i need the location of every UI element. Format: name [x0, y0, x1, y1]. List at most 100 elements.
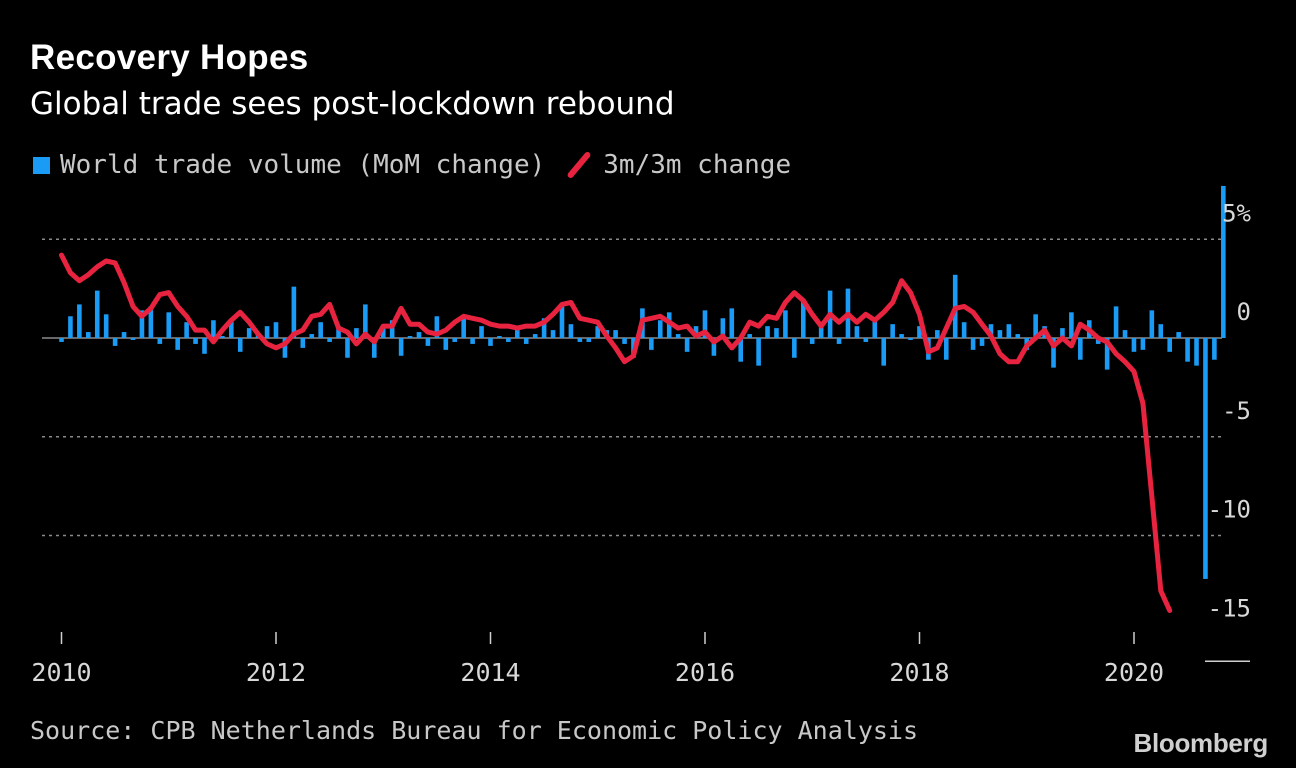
bar — [792, 338, 797, 358]
bar — [202, 338, 207, 354]
bar — [550, 330, 556, 338]
bar — [327, 338, 332, 342]
bar — [380, 326, 386, 338]
bar — [908, 338, 913, 340]
bar — [720, 318, 726, 338]
bar — [702, 310, 708, 338]
bar — [470, 338, 475, 344]
x-axis: 2010 2012 2014 2016 2018 2020 — [31, 632, 1164, 687]
bar — [532, 334, 538, 338]
bar — [1006, 324, 1012, 338]
bar — [94, 290, 100, 338]
bar — [729, 308, 735, 338]
bar — [184, 322, 189, 338]
bar — [979, 338, 985, 346]
bar — [684, 338, 690, 352]
bar — [809, 338, 815, 344]
bar — [541, 318, 547, 338]
bar — [961, 322, 967, 338]
bar — [282, 338, 288, 358]
bar — [130, 338, 136, 340]
bar — [497, 336, 502, 338]
bar — [425, 338, 431, 346]
bar — [1104, 338, 1110, 370]
x-tick-label: 2018 — [889, 658, 949, 687]
bar — [372, 338, 377, 358]
bar — [1015, 334, 1021, 338]
y-tick-label: 0 — [1237, 298, 1251, 326]
bar — [59, 338, 64, 342]
bar — [309, 334, 315, 338]
bar — [854, 326, 860, 338]
bar — [1113, 306, 1119, 338]
bar-series — [59, 185, 1226, 579]
bar — [943, 338, 949, 360]
bar — [300, 338, 306, 348]
bar — [157, 338, 163, 344]
bar — [711, 338, 717, 356]
bar — [211, 320, 216, 338]
bar — [738, 338, 744, 362]
bar — [175, 338, 180, 350]
y-axis: 5% 0 -5 -10 -15 — [1208, 199, 1252, 622]
chart-title: Recovery Hopes — [30, 38, 309, 77]
bar — [246, 328, 252, 338]
bar — [649, 338, 654, 350]
bar — [935, 330, 940, 338]
bar — [899, 334, 904, 338]
bar — [800, 300, 806, 338]
bar — [1140, 338, 1146, 350]
legend-line-label: 3m/3m change — [603, 150, 792, 180]
bar — [273, 322, 279, 338]
bar — [1131, 338, 1137, 352]
y-tick-label: -5 — [1222, 397, 1251, 425]
bar — [345, 338, 350, 358]
x-tick-label: 2012 — [246, 658, 306, 687]
bar — [452, 338, 458, 342]
bar — [139, 310, 145, 338]
chart-subtitle: Global trade sees post-lockdown rebound — [30, 86, 675, 122]
bar — [434, 316, 440, 338]
bar — [1203, 338, 1208, 579]
bar — [86, 332, 91, 338]
bar — [657, 320, 663, 338]
bar — [354, 328, 359, 338]
bar — [363, 304, 368, 338]
bar — [416, 332, 422, 338]
x-tick-label: 2010 — [31, 658, 91, 687]
bar — [1167, 338, 1173, 352]
bar — [506, 338, 511, 342]
bar — [890, 324, 895, 338]
bloomberg-logo: Bloomberg — [1133, 728, 1268, 758]
bar — [1060, 328, 1065, 338]
x-tick-label: 2016 — [675, 658, 735, 687]
bar — [622, 338, 627, 344]
bar — [765, 326, 770, 338]
bar — [237, 338, 243, 352]
bar — [1212, 338, 1217, 360]
bar — [1158, 324, 1164, 338]
bar — [1185, 338, 1190, 362]
bar — [818, 324, 824, 338]
x-tick-label: 2014 — [460, 658, 520, 687]
bar — [693, 326, 699, 338]
y-tick-label: 5% — [1222, 199, 1251, 227]
bar — [121, 332, 127, 338]
bar — [1221, 185, 1226, 338]
bar — [398, 338, 404, 356]
bar — [881, 338, 887, 366]
bar — [77, 304, 82, 338]
bar — [1149, 310, 1155, 338]
bar — [389, 320, 395, 338]
legend-bar-swatch — [33, 156, 50, 174]
bar — [1176, 332, 1181, 338]
line-series — [59, 252, 1173, 613]
bar — [675, 334, 681, 338]
bar — [479, 326, 484, 338]
bar — [103, 314, 109, 338]
bar — [586, 338, 592, 342]
bar — [1069, 312, 1074, 338]
bar — [863, 338, 869, 342]
bar — [577, 338, 583, 342]
